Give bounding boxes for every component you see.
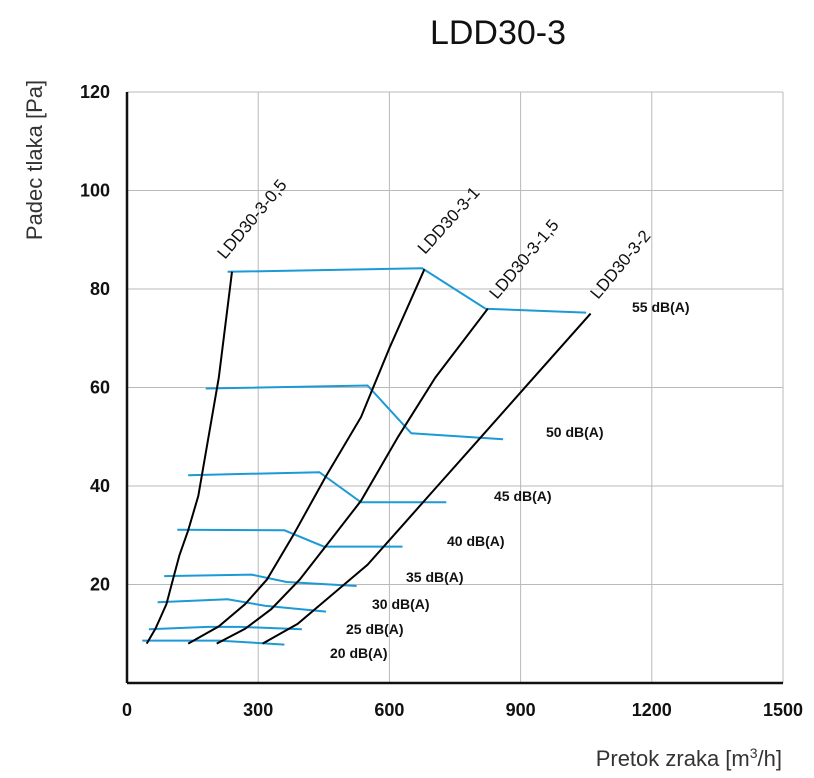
x-axis-label-unit: /h] bbox=[758, 746, 782, 771]
y-tick-label: 60 bbox=[90, 378, 110, 398]
sound-level-line bbox=[188, 471, 447, 504]
sound-level-line bbox=[177, 528, 403, 548]
y-tick-label: 120 bbox=[80, 82, 110, 102]
series-label: LDD30-3-1,5 bbox=[486, 216, 563, 303]
x-axis-label-superscript: 3 bbox=[750, 745, 758, 761]
series-label: LDD30-3-2 bbox=[587, 227, 655, 303]
sound-level-line bbox=[142, 639, 285, 646]
sound-level-label: 55 dB(A) bbox=[632, 299, 690, 315]
y-tick-label: 40 bbox=[90, 476, 110, 496]
x-tick-label: 900 bbox=[506, 700, 536, 720]
sound-level-line bbox=[148, 625, 302, 631]
sound-level-line bbox=[164, 573, 357, 587]
damper-curve bbox=[145, 271, 233, 645]
sound-level-label: 50 dB(A) bbox=[546, 424, 604, 440]
y-tick-label: 100 bbox=[80, 181, 110, 201]
sound-level-line bbox=[227, 267, 587, 314]
series-label: LDD30-3-0,5 bbox=[214, 176, 291, 263]
tick-labels: 0 300 600 900 1200 1500 20 40 60 80 100 120 bbox=[80, 82, 803, 720]
damper-curve bbox=[216, 308, 489, 645]
series-labels: LDD30-3-0,5 LDD30-3-1 LDD30-3-1,5 LDD30-3-2 bbox=[214, 176, 655, 303]
y-axis-label: Padec tlaka [Pa] bbox=[22, 80, 47, 240]
x-tick-label: 600 bbox=[374, 700, 404, 720]
y-tick-label: 80 bbox=[90, 279, 110, 299]
sound-level-label: 45 dB(A) bbox=[494, 488, 552, 504]
sound-level-lines: 55 dB(A) 50 dB(A) 45 dB(A) 40 dB(A) 35 dB(A)… bbox=[142, 267, 690, 661]
sound-level-line bbox=[205, 384, 504, 441]
x-tick-label: 1500 bbox=[763, 700, 803, 720]
sound-level-line bbox=[157, 598, 327, 613]
x-tick-label: 1200 bbox=[632, 700, 672, 720]
x-tick-label: 300 bbox=[243, 700, 273, 720]
chart-title: LDD30-3 bbox=[430, 14, 566, 52]
damper-curve bbox=[187, 268, 426, 645]
sound-level-label: 20 dB(A) bbox=[330, 645, 388, 661]
axes bbox=[125, 92, 783, 685]
y-tick-label: 20 bbox=[90, 575, 110, 595]
x-tick-label: 0 bbox=[122, 700, 132, 720]
sound-level-label: 25 dB(A) bbox=[346, 621, 404, 637]
damper-curve bbox=[262, 312, 592, 645]
series-label: LDD30-3-1 bbox=[414, 183, 484, 258]
damper-curves bbox=[145, 268, 592, 645]
sound-level-label: 35 dB(A) bbox=[406, 569, 464, 585]
sound-level-label: 30 dB(A) bbox=[372, 596, 430, 612]
sound-level-label: 40 dB(A) bbox=[447, 533, 505, 549]
x-axis-label: Pretok zraka [m3/h] bbox=[596, 745, 782, 771]
x-axis-label-text: Pretok zraka [m bbox=[596, 746, 750, 771]
